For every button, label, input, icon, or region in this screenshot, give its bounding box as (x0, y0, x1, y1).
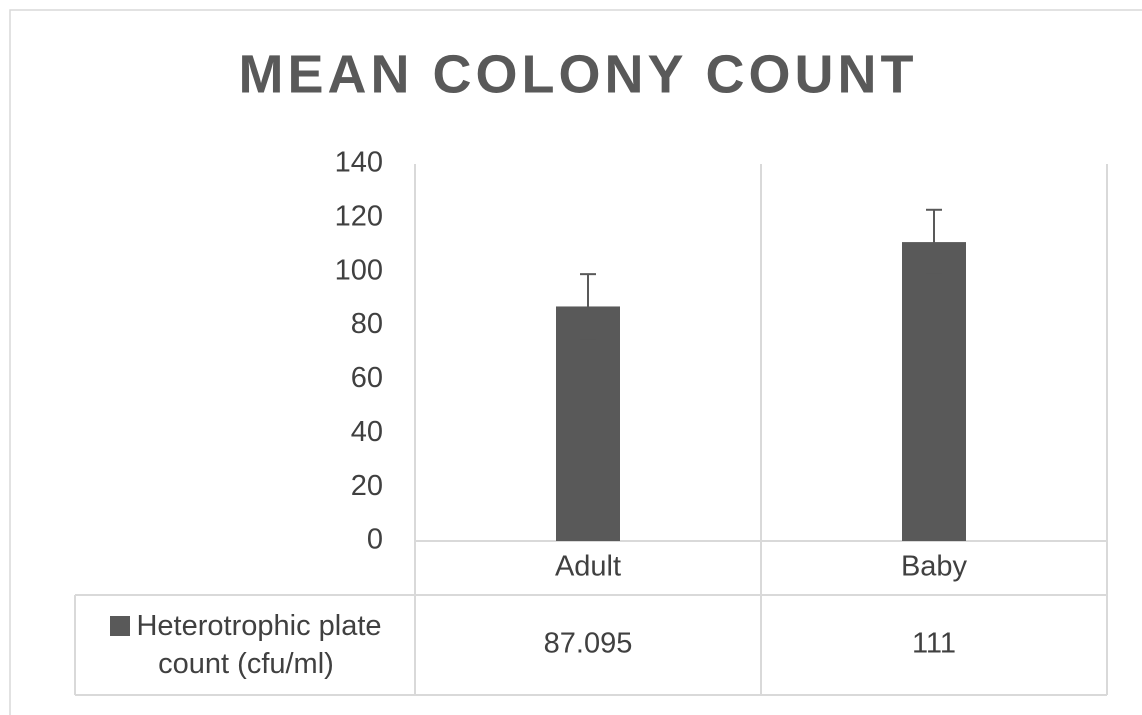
y-tick-label: 20 (351, 470, 383, 502)
y-tick-label: 120 (335, 201, 383, 233)
x-tick-label: Baby (901, 551, 968, 583)
error-bar (580, 273, 596, 340)
table-value: 87.095 (544, 628, 633, 660)
legend-label: Heterotrophic plate count (cfu/ml) (136, 610, 382, 680)
legend-cell: Heterotrophic plate count (cfu/ml) (80, 603, 412, 689)
x-tick-label: Adult (555, 551, 621, 583)
chart-border (9, 9, 1142, 715)
chart-title: MEAN COLONY COUNT (238, 44, 917, 104)
y-tick-label: 100 (335, 254, 383, 286)
y-tick-label: 140 (335, 147, 383, 179)
y-tick-label: 80 (351, 308, 383, 340)
bar (556, 306, 620, 541)
bar (902, 242, 966, 542)
table-value: 111 (912, 628, 956, 660)
y-tick-label: 0 (367, 524, 383, 556)
legend-swatch (110, 616, 131, 637)
y-tick-label: 60 (351, 362, 383, 394)
error-bar (926, 208, 942, 276)
y-tick-label: 40 (351, 416, 383, 448)
